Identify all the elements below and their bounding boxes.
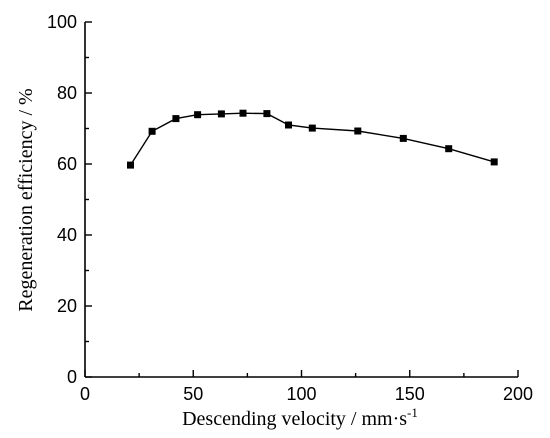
data-point	[194, 111, 202, 119]
data-point	[172, 115, 180, 123]
data-point	[148, 127, 156, 135]
data-point	[285, 121, 292, 129]
x-ticks: 0 50 100 150 200	[80, 370, 533, 404]
data-point	[263, 110, 271, 118]
y-tick-label: 20	[57, 296, 77, 316]
y-tick-label: 0	[67, 367, 77, 387]
y-tick-label: 40	[57, 225, 77, 245]
data-point	[308, 124, 316, 132]
y-axis-title: Regeneration efficiency / %	[15, 88, 37, 311]
data-point	[490, 158, 498, 166]
x-tick-label: 150	[395, 384, 425, 404]
y-tick-label: 80	[57, 83, 77, 103]
x-tick-label: 0	[80, 384, 90, 404]
y-ticks: 0 20 40 60 80 100	[47, 12, 92, 387]
y-tick-label: 100	[47, 12, 77, 32]
x-tick-label: 50	[183, 384, 203, 404]
data-point	[354, 127, 362, 135]
series-line	[129, 112, 495, 166]
x-tick-label: 100	[286, 384, 316, 404]
data-point	[239, 109, 247, 117]
data-point	[217, 110, 225, 118]
x-tick-label: 200	[503, 384, 533, 404]
y-tick-label: 60	[57, 154, 77, 174]
axes	[84, 22, 518, 378]
series-group	[127, 109, 498, 169]
data-point	[127, 161, 134, 169]
x-axis-title: Descending velocity / mm·s-1	[182, 405, 418, 430]
data-point	[445, 145, 453, 153]
x-axis-title-superscript: -1	[407, 405, 418, 420]
data-point	[399, 134, 407, 142]
